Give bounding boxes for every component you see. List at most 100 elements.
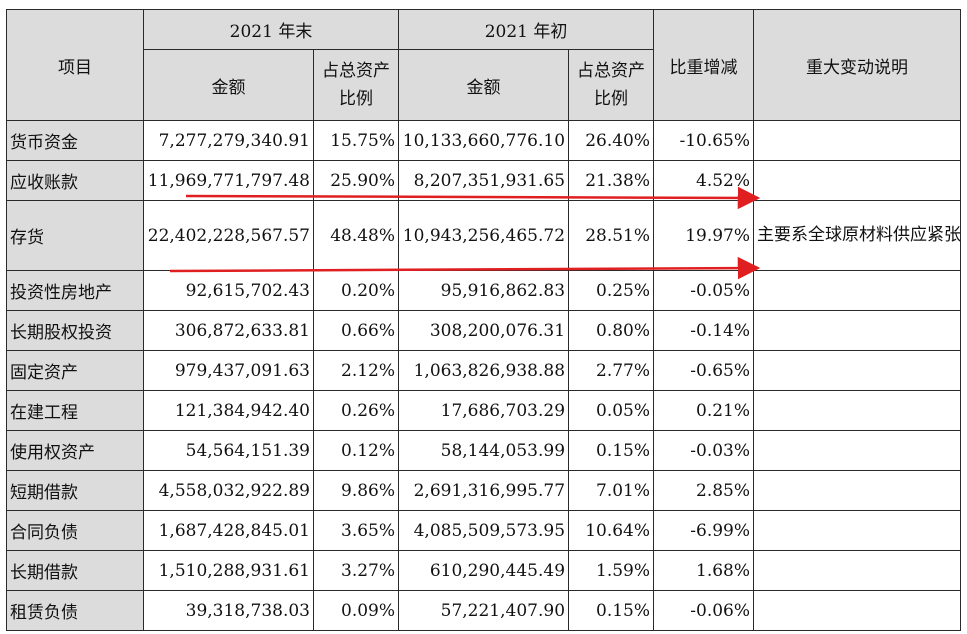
note-cell: [753, 470, 962, 511]
ratio-change: -0.03%: [653, 430, 755, 471]
major-change-note: 主要系全球原材料供应紧张，公司增加备货所致: [753, 200, 962, 271]
end-ratio: 0.12%: [312, 430, 400, 471]
end-amount: 92,615,702.43: [143, 270, 314, 311]
row-item: 短期借款: [6, 470, 144, 511]
note-cell: [753, 510, 962, 551]
row-item: 存货: [6, 200, 144, 271]
note-cell: [753, 590, 962, 631]
header-ratio-line1: 占总资产: [577, 61, 646, 81]
end-amount: 39,318,738.03: [143, 590, 314, 631]
header-start-amount: 金额: [398, 49, 570, 121]
start-amount: 1,063,826,938.88: [398, 350, 570, 391]
table-row: 长期借款 1,510,288,931.61 3.27% 610,290,445.…: [6, 550, 962, 591]
end-ratio: 2.12%: [312, 350, 400, 391]
header-end-amount: 金额: [143, 49, 314, 121]
start-amount: 2,691,316,995.77: [398, 470, 570, 511]
start-amount: 17,686,703.29: [398, 390, 570, 431]
note-cell: [753, 160, 962, 201]
end-ratio: 3.27%: [312, 550, 400, 591]
start-amount: 10,943,256,465.72: [398, 200, 570, 271]
row-item: 应收账款: [6, 160, 144, 201]
start-ratio: 0.05%: [568, 390, 655, 431]
start-ratio: 1.59%: [568, 550, 655, 591]
note-cell: [753, 120, 962, 161]
end-amount: 1,687,428,845.01: [143, 510, 314, 551]
row-item: 货币资金: [6, 120, 144, 161]
header-change: 比重增减: [653, 9, 755, 121]
table-row: 使用权资产 54,564,151.39 0.12% 58,144,053.99 …: [6, 430, 962, 471]
start-amount: 8,207,351,931.65: [398, 160, 570, 201]
start-amount: 10,133,660,776.10: [398, 120, 570, 161]
end-amount: 22,402,228,567.57: [143, 200, 314, 271]
ratio-change: 2.85%: [653, 470, 755, 511]
start-ratio: 7.01%: [568, 470, 655, 511]
start-ratio: 0.15%: [568, 590, 655, 631]
note-cell: [753, 390, 962, 431]
header-ratio-line2: 比例: [594, 89, 629, 109]
start-ratio: 28.51%: [568, 200, 655, 271]
ratio-change: -0.05%: [653, 270, 755, 311]
ratio-change: -0.06%: [653, 590, 755, 631]
header-end-year: 2021 年末: [142, 9, 400, 50]
table-row: 货币资金 7,277,279,340.91 15.75% 10,133,660,…: [6, 120, 962, 161]
start-amount: 57,221,407.90: [398, 590, 570, 631]
table-row: 合同负债 1,687,428,845.01 3.65% 4,085,509,57…: [6, 510, 962, 551]
end-amount: 7,277,279,340.91: [143, 120, 314, 161]
row-item: 合同负债: [6, 510, 144, 551]
start-ratio: 0.15%: [568, 430, 655, 471]
start-amount: 58,144,053.99: [398, 430, 570, 471]
header-note: 重大变动说明: [753, 9, 962, 121]
note-cell: [753, 310, 962, 351]
header-ratio-line2: 比例: [339, 89, 373, 109]
header-start-year: 2021 年初: [398, 9, 655, 50]
start-ratio: 21.38%: [568, 160, 655, 201]
end-amount: 1,510,288,931.61: [143, 550, 314, 591]
header-item: 项目: [6, 9, 144, 121]
start-amount: 4,085,509,573.95: [398, 510, 570, 551]
ratio-change: 1.68%: [653, 550, 755, 591]
start-ratio: 26.40%: [568, 120, 655, 161]
row-item: 长期借款: [6, 550, 144, 591]
ratio-change: -0.14%: [653, 310, 755, 351]
row-item: 租赁负债: [6, 590, 144, 631]
table-row: 长期股权投资 306,872,633.81 0.66% 308,200,076.…: [6, 310, 962, 351]
table-row: 应收账款 11,969,771,797.48 25.90% 8,207,351,…: [6, 160, 962, 201]
end-ratio: 3.65%: [312, 510, 400, 551]
ratio-change: -10.65%: [653, 120, 755, 161]
end-ratio: 9.86%: [312, 470, 400, 511]
row-item: 固定资产: [6, 350, 144, 391]
note-cell: [753, 430, 962, 471]
ratio-change: -0.65%: [653, 350, 755, 391]
row-item: 投资性房地产: [6, 270, 144, 311]
start-ratio: 10.64%: [568, 510, 655, 551]
table-row: 短期借款 4,558,032,922.89 9.86% 2,691,316,99…: [6, 470, 962, 511]
ratio-change: -6.99%: [653, 510, 755, 551]
start-amount: 95,916,862.83: [398, 270, 570, 311]
table-row: 固定资产 979,437,091.63 2.12% 1,063,826,938.…: [6, 350, 962, 391]
ratio-change: 19.97%: [653, 200, 755, 271]
row-item: 在建工程: [6, 390, 144, 431]
note-cell: [753, 550, 962, 591]
ratio-change: 4.52%: [653, 160, 755, 201]
row-item: 使用权资产: [6, 430, 144, 471]
start-ratio: 2.77%: [568, 350, 655, 391]
end-amount: 979,437,091.63: [143, 350, 314, 391]
end-amount: 11,969,771,797.48: [143, 160, 314, 201]
end-ratio: 15.75%: [312, 120, 400, 161]
table-row: 租赁负债 39,318,738.03 0.09% 57,221,407.90 0…: [6, 590, 962, 631]
end-amount: 121,384,942.40: [143, 390, 314, 431]
header-end-ratio: 占总资产 比例: [312, 49, 400, 121]
note-cell: [753, 350, 962, 391]
start-amount: 308,200,076.31: [398, 310, 570, 351]
start-ratio: 0.80%: [568, 310, 655, 351]
end-ratio: 25.90%: [312, 160, 400, 201]
end-amount: 54,564,151.39: [143, 430, 314, 471]
table-row: 投资性房地产 92,615,702.43 0.20% 95,916,862.83…: [6, 270, 962, 311]
end-amount: 306,872,633.81: [143, 310, 314, 351]
table-row: 在建工程 121,384,942.40 0.26% 17,686,703.29 …: [6, 390, 962, 431]
end-ratio: 48.48%: [312, 200, 400, 271]
end-ratio: 0.26%: [312, 390, 400, 431]
row-item: 长期股权投资: [6, 310, 144, 351]
start-amount: 610,290,445.49: [398, 550, 570, 591]
end-amount: 4,558,032,922.89: [143, 470, 314, 511]
